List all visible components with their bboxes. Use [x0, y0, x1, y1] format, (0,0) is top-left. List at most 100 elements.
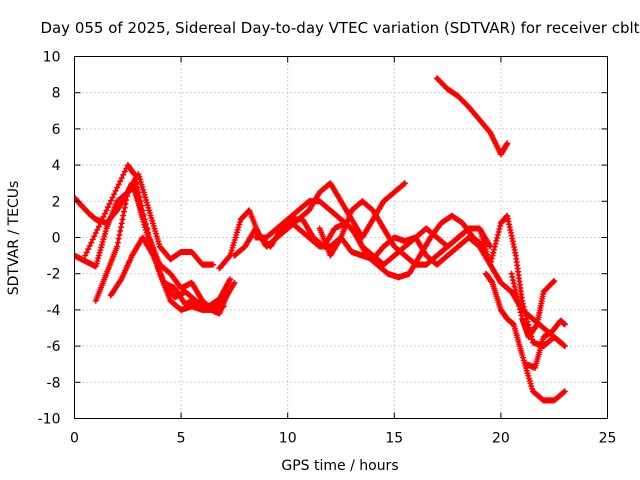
data-point — [118, 175, 125, 182]
y-tick-label: 10 — [43, 50, 61, 66]
data-point — [489, 252, 496, 259]
data-point — [89, 236, 96, 243]
data-point — [119, 216, 126, 223]
series-arc-15 — [523, 317, 568, 371]
data-point — [115, 181, 122, 188]
series-layer — [74, 75, 568, 404]
data-point — [494, 234, 501, 241]
data-point — [401, 180, 408, 187]
series-arc-5 — [82, 162, 238, 313]
series-arc-12 — [476, 212, 564, 350]
data-point — [121, 204, 128, 211]
x-tick-label: 25 — [599, 431, 617, 447]
data-point — [550, 278, 557, 285]
x-tick-label: 10 — [279, 431, 297, 447]
y-tick-label: -8 — [47, 375, 61, 391]
data-point — [101, 230, 108, 237]
data-point — [508, 270, 515, 277]
x-tick-label: 5 — [177, 431, 186, 447]
data-point — [120, 212, 127, 219]
data-point — [98, 217, 105, 224]
data-point — [133, 180, 140, 187]
data-point — [100, 213, 107, 220]
data-point — [116, 231, 123, 238]
data-point — [123, 197, 130, 204]
series-arc-11 — [433, 75, 511, 158]
data-point — [94, 258, 101, 265]
data-point — [519, 297, 526, 304]
series-arc-9 — [284, 198, 483, 268]
data-point — [101, 210, 108, 217]
chart-title: Day 055 of 2025, Sidereal Day-to-day VTE… — [40, 19, 639, 37]
data-point — [509, 273, 516, 280]
data-point — [510, 277, 517, 284]
data-point — [551, 277, 558, 284]
y-tick-label: 2 — [52, 194, 61, 210]
y-tick-labels: -10 -8 -6 -4 -2 0 2 4 6 8 10 — [38, 50, 61, 428]
x-tick-labels: 0 5 10 15 20 25 — [70, 431, 616, 447]
data-point — [114, 243, 121, 250]
data-point — [134, 184, 141, 191]
data-point — [516, 306, 523, 313]
data-point — [141, 216, 148, 223]
data-point — [105, 204, 112, 211]
data-point — [120, 208, 127, 215]
data-point — [112, 187, 119, 194]
data-point — [94, 226, 101, 233]
data-point — [561, 388, 568, 395]
data-point — [100, 236, 107, 243]
data-point — [497, 222, 504, 229]
data-point — [145, 229, 152, 236]
data-point — [495, 228, 502, 235]
data-point — [121, 168, 128, 175]
data-point — [513, 290, 520, 297]
data-point — [120, 171, 127, 178]
data-point — [98, 244, 105, 251]
data-point — [95, 223, 102, 230]
data-point — [93, 260, 100, 267]
y-tick-label: 4 — [52, 158, 61, 174]
data-point — [86, 242, 93, 249]
data-point — [92, 263, 99, 270]
data-point — [124, 193, 131, 200]
data-point — [97, 220, 104, 227]
data-point — [517, 309, 524, 316]
y-tick-label: -6 — [47, 339, 61, 355]
data-point — [138, 202, 145, 209]
data-point — [114, 239, 121, 246]
data-point — [561, 343, 568, 350]
y-tick-label: -4 — [47, 303, 61, 319]
data-point — [96, 249, 103, 256]
data-point — [117, 224, 124, 231]
data-point — [108, 197, 115, 204]
data-point — [137, 198, 144, 205]
y-tick-label: 0 — [52, 231, 61, 247]
data-point — [117, 228, 124, 235]
data-point — [142, 220, 149, 227]
data-point — [103, 207, 110, 214]
data-point — [109, 194, 116, 201]
data-point — [491, 246, 498, 253]
y-tick-label: -10 — [38, 412, 61, 428]
data-point — [98, 241, 105, 248]
data-point — [510, 280, 517, 287]
x-axis-label: GPS time / hours — [281, 458, 398, 474]
data-point — [487, 261, 494, 268]
data-point — [82, 252, 89, 259]
data-point — [114, 184, 121, 191]
data-point — [496, 225, 503, 232]
data-point — [95, 255, 102, 262]
data-point — [226, 253, 233, 260]
data-point — [227, 276, 234, 283]
data-point — [491, 243, 498, 250]
data-point — [102, 228, 109, 235]
series-arc-14 — [508, 270, 558, 341]
y-axis-label: SDTVAR / TECUs — [6, 181, 22, 296]
y-tick-label: 8 — [52, 86, 61, 102]
data-point — [231, 279, 238, 286]
data-point — [85, 246, 92, 253]
data-point — [520, 303, 527, 310]
series-line — [83, 163, 236, 312]
data-point — [88, 239, 95, 246]
data-point — [511, 283, 518, 290]
